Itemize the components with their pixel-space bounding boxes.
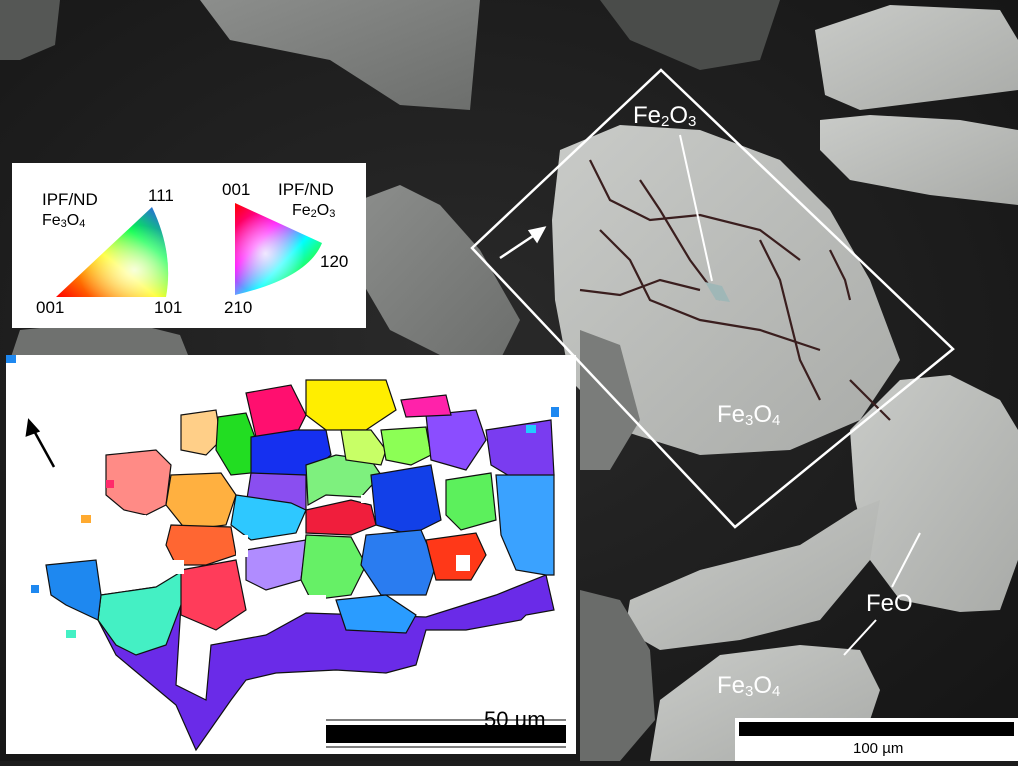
grain-green-right [445,472,497,531]
direction-arrow-main [499,226,547,260]
particle-sliver [625,500,880,650]
particle-behind-inset [10,320,190,360]
cracks [579,159,891,421]
grain-orange [165,472,237,531]
legend-magnetite-001: 001 [36,298,65,317]
scale-bar-main-fill [739,722,1014,736]
scale-bar-main-label: 100 µm [853,740,904,757]
grain-pink [400,394,452,418]
grain-green-lower [300,534,367,601]
grain-orange-red [165,524,237,566]
scale-bar-inset [326,725,566,743]
ebsd-orientation-map [6,355,576,754]
particle-central [552,125,900,455]
grain-violet-base [97,574,555,752]
particle-corner [0,0,60,60]
grain-blue-left [45,559,102,621]
grain-yellowgreen [380,426,432,466]
label-fe2o3: Fe2O3 [633,102,697,130]
legend-magnetite-title: IPF/ND [42,190,98,209]
grain-violet-right [425,409,487,471]
roi-box [470,68,955,529]
particle-bottom [650,645,880,761]
callout-fe2o3 [679,134,713,282]
particle-dark-round [580,590,655,761]
direction-arrow-inset [25,418,56,468]
scale-bar-inset-label: 50 µm [484,707,546,732]
gaps [126,495,470,607]
particle-right-upper [820,115,1018,205]
particle-top-right [815,5,1018,110]
legend-hematite-phase: Fe2O3 [292,202,336,220]
particle-edge [580,330,640,470]
grain-red-left [180,559,247,631]
grain-blue-bottom [335,594,417,634]
grain-yellow [305,379,397,431]
grain-purple [485,419,555,481]
particle-top-left [200,0,480,110]
callout-feo-lower [843,619,877,656]
edge-pixels [6,355,559,638]
grain-cyan-green [97,568,185,656]
ipf-legend-graphics [56,203,322,297]
ipf-legend: IPF/ND Fe3O4 111 001 101 001 IPF/ND Fe2O… [12,163,366,328]
legend-hematite-120: 120 [320,252,349,271]
grain-salmon [105,449,172,516]
grains [45,379,555,752]
label-fe3o4-main: Fe3O4 [717,401,781,429]
callout-feo-upper [891,532,921,588]
grain-peach [180,409,222,456]
grain-cyan [230,494,307,541]
legend-magnetite-111: 111 [148,186,174,205]
grain-lightgreen [305,454,382,506]
particle-top-mid [600,0,780,70]
grain-blue-center [370,464,442,536]
grain-lavender [245,539,307,591]
ebsd-map-graphics [6,355,566,752]
grain-blue-lower [360,529,437,596]
legend-magnetite-phase: Fe3O4 [42,212,86,230]
legend-hematite-title: IPF/ND [278,180,334,199]
scale-bar-main [735,718,1018,761]
label-fe3o4-lower: Fe3O4 [717,672,781,700]
label-feo: FeO [866,590,913,617]
hematite-spot [705,282,730,302]
grain-lime [340,429,387,466]
legend-magnetite-101: 101 [154,298,183,317]
particle-right-lower [850,375,1018,612]
grain-green-top [215,412,257,476]
legend-hematite-210: 210 [224,298,253,317]
grain-red-mid [305,499,377,536]
legend-hematite-001: 001 [222,180,251,199]
particle-left-of-box [355,185,520,360]
grain-skyblue [495,474,555,576]
grain-magenta [245,384,307,438]
callout-lines [679,134,921,656]
